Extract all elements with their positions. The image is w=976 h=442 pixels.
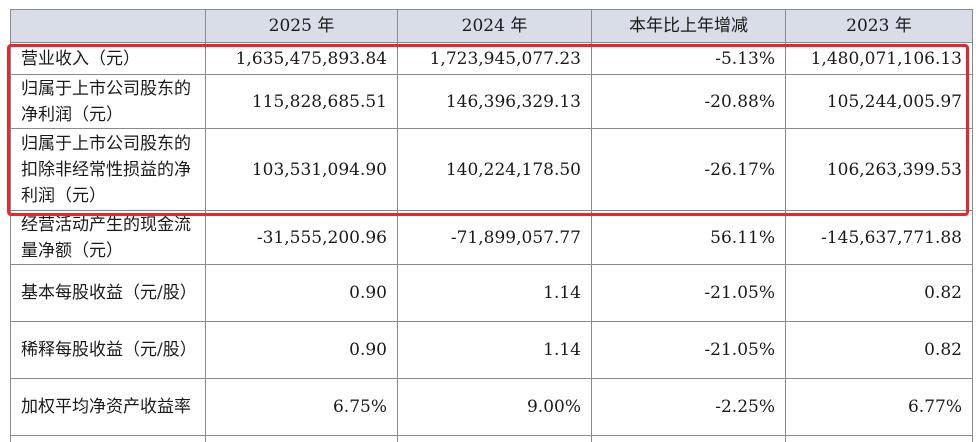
table-row: 归属于上市公司股东的净利润（元） 115,828,685.51 146,396,… [10, 74, 973, 129]
cell-value: -5.13% [591, 42, 786, 75]
row-label: 加权平均净资产收益率 [10, 378, 206, 436]
cell-value: -20.88% [591, 74, 786, 129]
row-label: 基本每股收益（元/股） [10, 264, 206, 322]
table-row: 加权平均净资产收益率 6.75% 9.00% -2.25% 6.77% [10, 378, 973, 436]
cell-empty [397, 435, 592, 442]
cell-value: 146,396,329.13 [397, 74, 592, 129]
row-label: 营业收入（元） [10, 42, 206, 75]
row-label: 经营活动产生的现金流量净额（元） [10, 210, 206, 265]
cell-value: 105,244,005.97 [785, 74, 973, 129]
table-row: 经营活动产生的现金流量净额（元） -31,555,200.96 -71,899,… [10, 210, 973, 265]
cell-value: 9.00% [397, 378, 592, 436]
header-cell-change: 本年比上年增减 [591, 9, 786, 43]
header-cell-2023: 2023 年 [785, 9, 973, 43]
table-row: 基本每股收益（元/股） 0.90 1.14 -21.05% 0.82 [10, 264, 973, 322]
cell-value: 0.90 [205, 264, 398, 322]
cell-empty [785, 435, 973, 442]
table-row: 营业收入（元） 1,635,475,893.84 1,723,945,077.2… [10, 42, 973, 75]
cell-value: -2.25% [591, 378, 786, 436]
row-label: 稀释每股收益（元/股） [10, 321, 206, 379]
cell-value: -145,637,771.88 [785, 210, 973, 265]
cell-empty [591, 435, 786, 442]
row-label: 归属于上市公司股东的净利润（元） [10, 74, 206, 129]
table-row: 稀释每股收益（元/股） 0.90 1.14 -21.05% 0.82 [10, 321, 973, 379]
cell-value: 0.82 [785, 264, 973, 322]
cell-value: 1,635,475,893.84 [205, 42, 398, 75]
cell-value: 56.11% [591, 210, 786, 265]
cell-value: 1,723,945,077.23 [397, 42, 592, 75]
table-header-row: 2025 年 2024 年 本年比上年增减 2023 年 [10, 9, 973, 43]
cell-value: 0.90 [205, 321, 398, 379]
row-label: 归属于上市公司股东的扣除非经常性损益的净利润（元） [10, 128, 206, 211]
cell-value: -21.05% [591, 321, 786, 379]
cell-value: 6.77% [785, 378, 973, 436]
cell-value: 1.14 [397, 264, 592, 322]
header-cell-2025: 2025 年 [205, 9, 398, 43]
cell-value: -71,899,057.77 [397, 210, 592, 265]
header-cell-item [10, 9, 206, 43]
cell-value: 103,531,094.90 [205, 128, 398, 211]
header-cell-2024: 2024 年 [397, 9, 592, 43]
cell-value: -26.17% [591, 128, 786, 211]
cell-value: 140,224,178.50 [397, 128, 592, 211]
cell-value: 6.75% [205, 378, 398, 436]
cell-value: 1,480,071,106.13 [785, 42, 973, 75]
cell-value: 115,828,685.51 [205, 74, 398, 129]
cell-value: -21.05% [591, 264, 786, 322]
cell-value: -31,555,200.96 [205, 210, 398, 265]
cell-empty [205, 435, 398, 442]
cell-value: 1.14 [397, 321, 592, 379]
financial-summary-table: 2025 年 2024 年 本年比上年增减 2023 年 营业收入（元） 1,6… [10, 9, 973, 442]
row-label-empty [10, 435, 206, 442]
table-row: 归属于上市公司股东的扣除非经常性损益的净利润（元） 103,531,094.90… [10, 128, 973, 211]
cell-value: 0.82 [785, 321, 973, 379]
table-row-cut-off [10, 435, 973, 442]
cell-value: 106,263,399.53 [785, 128, 973, 211]
